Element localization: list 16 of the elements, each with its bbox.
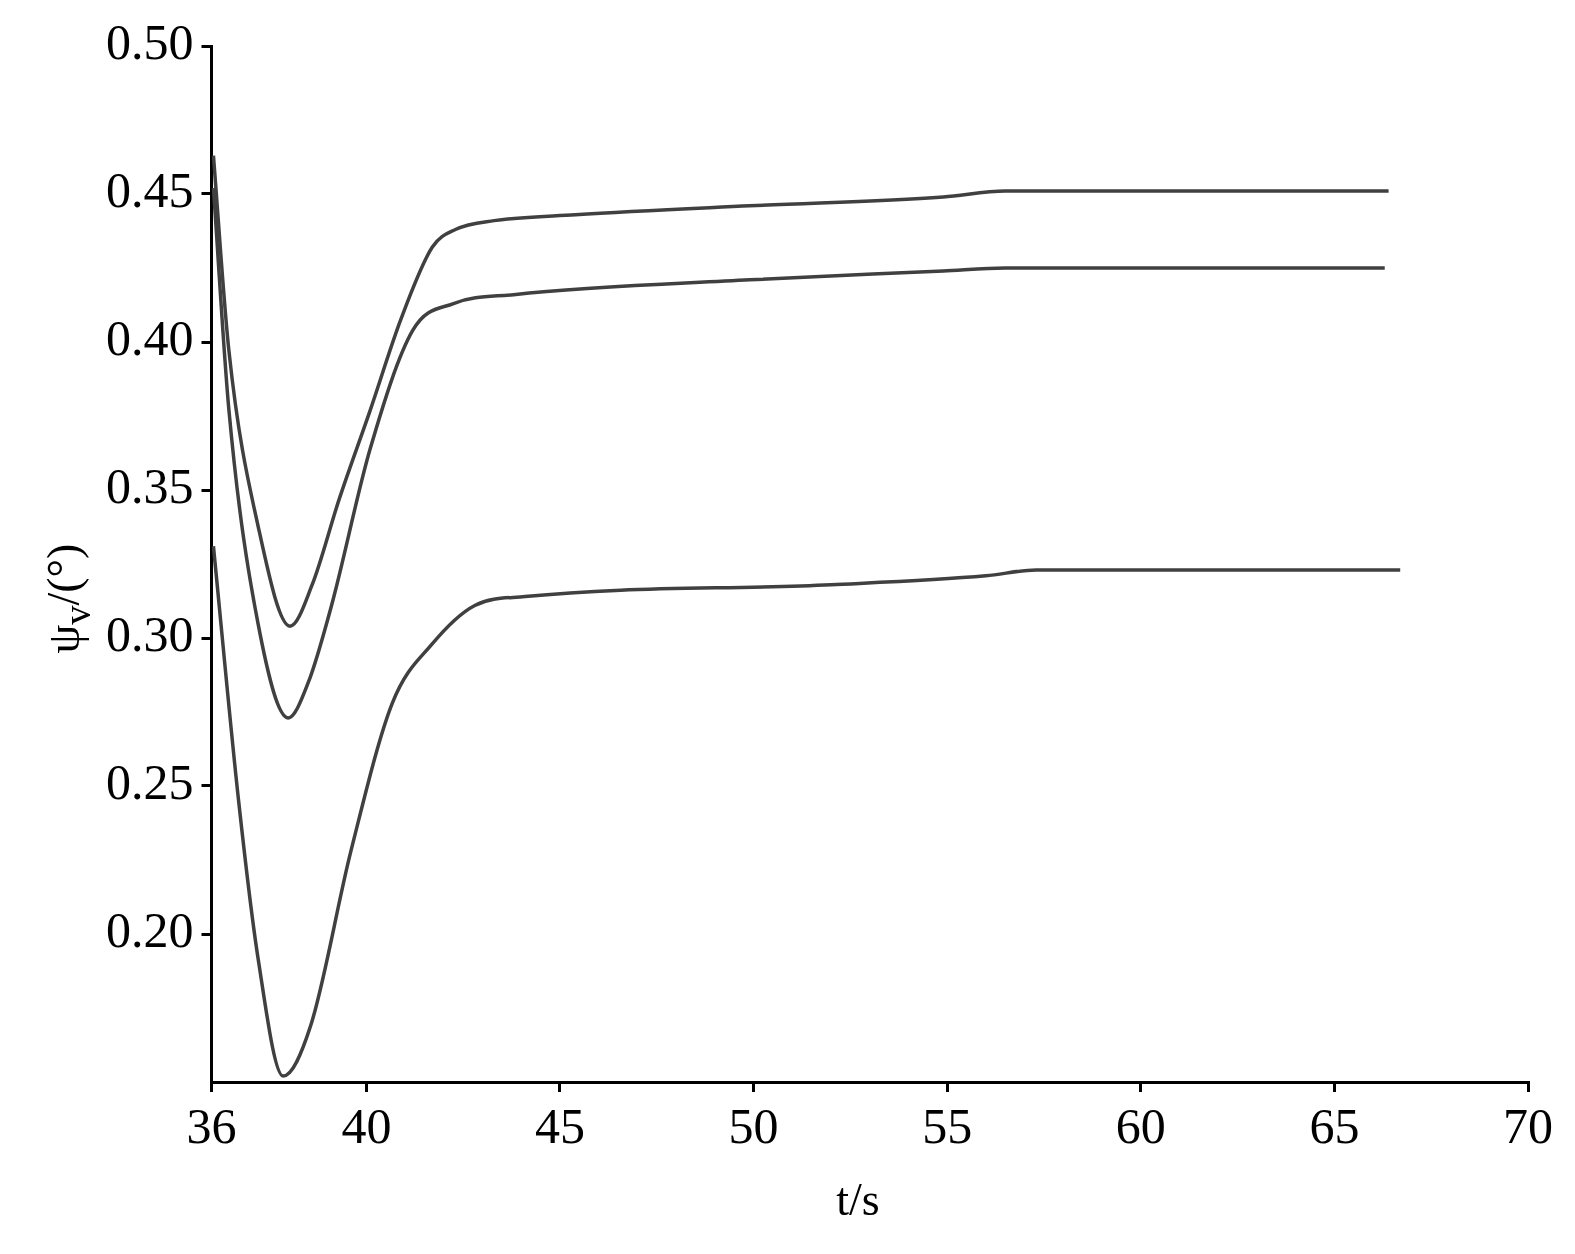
x-tick-label: 60	[1115, 1098, 1166, 1155]
x-tick-label: 45	[534, 1098, 585, 1155]
x-tick-label: 65	[1309, 1098, 1360, 1155]
x-tick-label: 50	[728, 1098, 779, 1155]
x-tick-label: 70	[1503, 1098, 1553, 1155]
y-tick-label: 0.40	[106, 310, 194, 367]
y-tick-label: 0.25	[106, 754, 194, 811]
y-tick-label: 0.50	[106, 14, 194, 71]
y-tick-label: 0.45	[106, 162, 194, 219]
x-tick-label: 40	[341, 1098, 392, 1155]
x-axis-title: t/s	[835, 1173, 881, 1226]
x-tick-label: 55	[922, 1098, 973, 1155]
y-tick-label: 0.20	[106, 902, 194, 959]
x-tick-label: 36	[186, 1098, 237, 1155]
y-tick-label: 0.35	[106, 458, 194, 515]
y-tick-label: 0.30	[106, 606, 194, 663]
